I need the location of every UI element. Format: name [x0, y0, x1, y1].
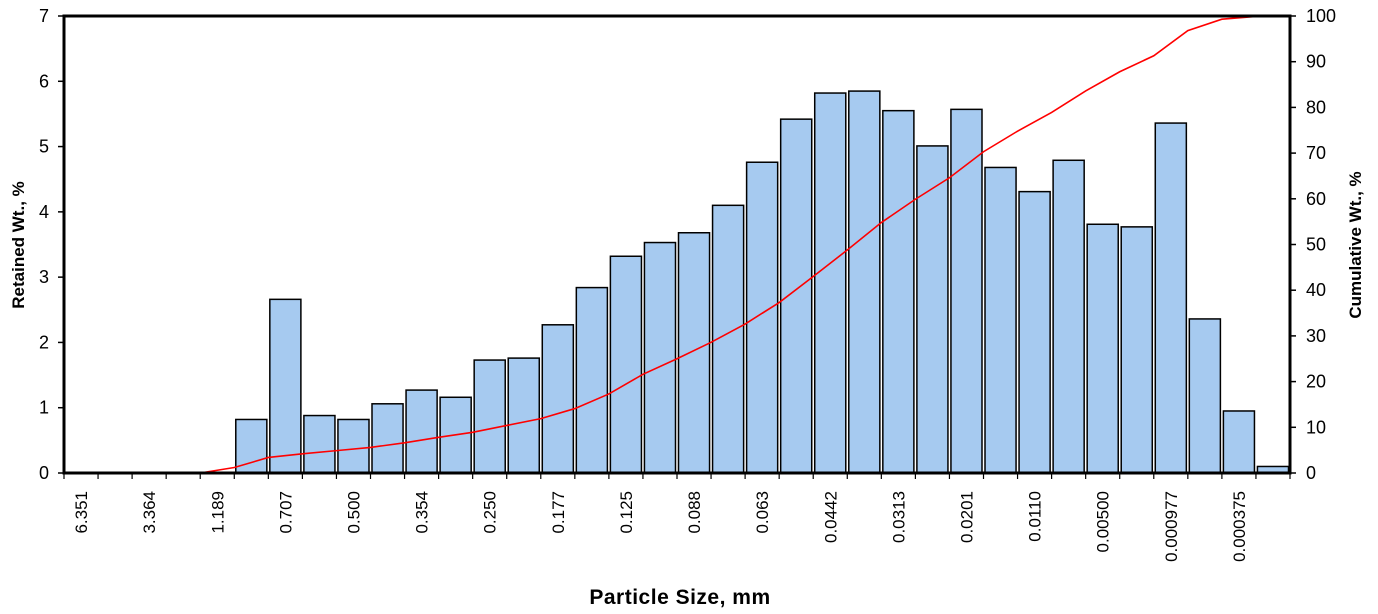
x-tick-label: 0.088 [685, 491, 704, 534]
bar-20 [745, 161, 779, 474]
right-tick-label: 30 [1306, 326, 1326, 346]
bar-32 [1154, 122, 1188, 474]
x-tick-label: 0.000977 [1162, 491, 1181, 562]
x-tick-label: 0.125 [617, 491, 636, 534]
bar-27 [984, 166, 1017, 474]
x-tick-label: 0.250 [481, 491, 500, 534]
x-tick-label: 1.189 [208, 491, 227, 534]
x-axis-title: Particle Size, mm [589, 586, 770, 609]
bar-6 [269, 298, 302, 474]
bar-31 [1120, 226, 1154, 474]
x-tick-label: 0.00500 [1094, 491, 1113, 552]
x-tick-label: 0.177 [549, 491, 568, 534]
right-axis: 0 10 20 30 40 50 60 70 80 90 100 [1290, 6, 1336, 483]
bar-23 [848, 90, 881, 474]
bar-9 [371, 403, 404, 474]
x-tick-label: 0.354 [413, 491, 432, 534]
left-tick-label: 4 [39, 202, 49, 222]
right-tick-label: 20 [1306, 372, 1326, 392]
left-tick-label: 5 [39, 137, 49, 157]
x-tick-label: 0.707 [276, 491, 295, 534]
bar-28 [1018, 190, 1051, 474]
bar-21 [779, 118, 813, 474]
bar-13 [507, 357, 541, 474]
bar-33 [1188, 318, 1222, 474]
bar-7 [303, 414, 336, 474]
right-tick-label: 80 [1306, 97, 1326, 117]
bar-29 [1052, 159, 1085, 474]
cumulative-line [64, 15, 1291, 474]
bar-8 [337, 418, 370, 474]
bar-12 [473, 359, 506, 474]
x-axis: 6.351 3.364 1.189 0.707 0.500 0.354 0.250 0.177… [63, 473, 1291, 562]
right-tick-label: 90 [1306, 52, 1326, 72]
bar-series [235, 90, 1290, 474]
x-tick-label: 6.351 [72, 491, 91, 534]
right-tick-label: 60 [1306, 189, 1326, 209]
x-tick-label: 3.364 [140, 491, 159, 534]
x-tick-label: 0.000375 [1230, 491, 1249, 562]
x-tick-label: 0.0201 [957, 491, 976, 543]
left-tick-label: 2 [39, 332, 49, 352]
bar-17 [643, 241, 677, 474]
bar-24 [882, 109, 915, 474]
bar-15 [575, 286, 609, 474]
right-tick-label: 100 [1306, 6, 1336, 26]
right-tick-label: 70 [1306, 143, 1326, 163]
left-axis: 0 1 2 3 4 5 6 7 [39, 6, 64, 483]
right-tick-label: 40 [1306, 280, 1326, 300]
bar-25 [916, 145, 949, 474]
y-axis-title: Retained Wt., % [9, 181, 28, 309]
bar-34 [1222, 410, 1256, 474]
x-tick-label: 0.063 [753, 491, 772, 534]
left-tick-label: 6 [39, 71, 49, 91]
bar-18 [677, 232, 711, 474]
right-tick-label: 10 [1306, 417, 1326, 437]
left-tick-label: 0 [39, 463, 49, 483]
x-tick-label: 0.0442 [821, 491, 840, 543]
y2-axis-title: Cumulative Wt., % [1346, 171, 1365, 318]
bar-16 [609, 255, 643, 474]
bar-22 [813, 92, 847, 474]
x-tick-label: 0.0313 [889, 491, 908, 543]
bar-14 [541, 324, 575, 474]
x-tick-label: 0.500 [344, 491, 363, 534]
bar-30 [1086, 223, 1119, 474]
bar-10 [405, 389, 438, 474]
right-tick-label: 0 [1306, 463, 1316, 483]
left-tick-label: 7 [39, 6, 49, 26]
right-tick-label: 50 [1306, 235, 1326, 255]
left-tick-label: 3 [39, 267, 49, 287]
x-tick-label: 0.0110 [1026, 491, 1045, 542]
left-tick-label: 1 [39, 398, 49, 418]
